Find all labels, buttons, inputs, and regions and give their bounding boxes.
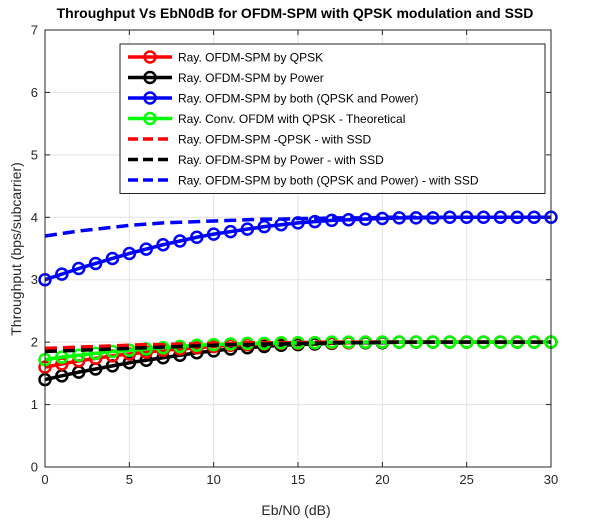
legend-entry: Ray. OFDM-SPM by both (QPSK and Power) <box>128 91 419 106</box>
data-point <box>88 346 103 361</box>
x-tick-label: 20 <box>375 472 389 487</box>
legend-entry: Ray. OFDM-SPM by Power - with SSD <box>128 153 384 167</box>
y-tick-label: 5 <box>31 147 38 162</box>
x-tick-label: 25 <box>459 472 473 487</box>
legend-label: Ray. OFDM-SPM by QPSK <box>178 51 323 65</box>
data-point <box>71 261 86 276</box>
data-point <box>55 350 69 364</box>
y-axis-label: Throughput (bps/subcarrier) <box>8 162 24 336</box>
data-point <box>257 219 272 234</box>
chart-title: Throughput Vs EbN0dB for OFDM-SPM with Q… <box>57 5 534 21</box>
x-tick-label: 5 <box>126 472 133 487</box>
x-tick-label: 15 <box>291 472 305 487</box>
series-7 <box>44 215 551 238</box>
data-point <box>324 213 339 228</box>
legend-label: Ray. OFDM-SPM by both (QPSK and Power) <box>178 92 419 106</box>
legend-label: Ray. OFDM-SPM by both (QPSK and Power) -… <box>178 174 479 188</box>
legend-label: Ray. OFDM-SPM by Power <box>178 71 324 85</box>
data-point <box>223 224 238 239</box>
data-point <box>308 214 322 229</box>
legend-swatch-marker <box>143 111 157 126</box>
legend-entry: Ray. OFDM-SPM by QPSK <box>128 50 323 65</box>
legend: Ray. OFDM-SPM by QPSK Ray. OFDM-SPM by Po… <box>119 43 546 194</box>
data-point <box>55 267 69 281</box>
legend-entry: Ray. OFDM-SPM by both (QPSK and Power) -… <box>128 174 479 188</box>
legend-entry: Ray. OFDM-SPM -QPSK - with SSD <box>128 133 371 147</box>
data-point <box>105 251 120 266</box>
data-point <box>240 222 255 236</box>
axis-ticks: 0 5 10 15 20 25 30 0 1 2 3 4 5 6 7 <box>31 23 558 488</box>
data-point <box>122 246 137 261</box>
data-point <box>88 256 103 271</box>
data-point <box>71 348 86 363</box>
data-point <box>122 355 137 370</box>
series-line <box>44 340 551 354</box>
series-line <box>44 215 551 238</box>
data-point <box>173 234 187 248</box>
x-tick-label: 10 <box>206 472 220 487</box>
y-tick-label: 4 <box>31 210 38 225</box>
data-point <box>341 213 356 227</box>
y-tick-label: 7 <box>31 23 38 38</box>
series-layer <box>38 210 558 387</box>
legend-swatch-marker <box>143 91 157 105</box>
data-point <box>156 238 170 252</box>
legend-box <box>119 43 546 194</box>
x-tick-label: 0 <box>41 472 48 487</box>
data-point <box>105 344 120 359</box>
data-point <box>190 230 204 245</box>
x-tick-label: 30 <box>544 472 558 487</box>
series-6 <box>44 340 551 354</box>
x-axis-label: Eb/N0 (dB) <box>261 502 330 518</box>
y-tick-label: 2 <box>31 335 38 350</box>
y-tick-label: 1 <box>31 397 38 412</box>
y-tick-label: 6 <box>31 85 38 100</box>
data-point <box>206 227 221 241</box>
y-tick-label: 3 <box>31 272 38 287</box>
legend-label: Ray. Conv. OFDM with QPSK - Theoretical <box>178 112 405 126</box>
legend-swatch-marker <box>143 70 157 85</box>
data-point <box>139 242 153 256</box>
y-tick-label: 0 <box>31 460 38 475</box>
legend-label: Ray. OFDM-SPM by Power - with SSD <box>178 153 384 167</box>
legend-label: Ray. OFDM-SPM -QPSK - with SSD <box>178 133 371 147</box>
legend-entry: Ray. Conv. OFDM with QPSK - Theoretical <box>128 111 405 126</box>
legend-entry: Ray. OFDM-SPM by Power <box>128 70 324 85</box>
legend-swatch-marker <box>143 50 157 64</box>
